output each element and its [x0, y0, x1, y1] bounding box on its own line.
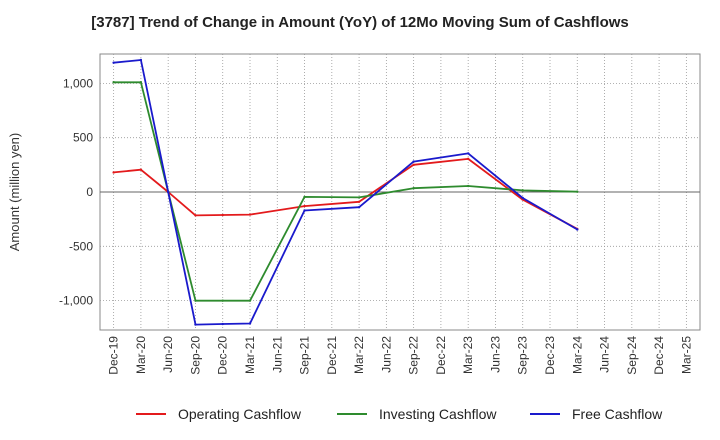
x-tick-labels: Dec-19 Mar-20 Jun-20 Sep-20 Dec-20 Mar-21 Jun-… [107, 336, 694, 375]
x-tick-label: Dec-19 [107, 336, 121, 375]
legend-label-investing-cashflow: Investing Cashflow [379, 406, 497, 422]
data-point-investing-cashflow [194, 299, 197, 302]
data-point-operating-cashflow [139, 168, 143, 171]
y-tick-labels: 1,000 500 0 -500 -1,000 [59, 76, 93, 307]
data-point-free-cashflow [112, 61, 115, 64]
data-point-investing-cashflow [248, 299, 252, 302]
x-tick-label: Sep-23 [516, 336, 530, 375]
x-tick-label: Jun-23 [488, 336, 502, 373]
x-tick-label: Sep-22 [407, 336, 421, 375]
data-point-free-cashflow [166, 190, 170, 194]
x-tick-label: Mar-21 [243, 336, 257, 374]
x-tick-label: Jun-21 [270, 336, 284, 373]
data-point-free-cashflow [248, 322, 252, 325]
data-point-free-cashflow [576, 228, 579, 231]
legend: Operating Cashflow Investing Cashflow Free… [136, 406, 663, 422]
chart-title: [3787] Trend of Change in Amount (YoY) o… [91, 14, 629, 31]
data-point-operating-cashflow [221, 213, 224, 217]
y-tick-label: -500 [69, 239, 93, 253]
data-point-free-cashflow [303, 209, 306, 212]
data-point-investing-cashflow [139, 81, 143, 84]
y-tick-label: 500 [73, 131, 93, 145]
x-tick-label: Sep-20 [188, 336, 202, 375]
data-point-operating-cashflow [466, 157, 470, 161]
legend-label-operating-cashflow: Operating Cashflow [178, 406, 302, 422]
x-tick-label: Dec-22 [434, 336, 448, 375]
data-point-investing-cashflow [521, 189, 524, 192]
data-point-investing-cashflow [112, 81, 115, 84]
data-point-free-cashflow [412, 160, 415, 163]
data-point-free-cashflow [194, 323, 197, 326]
series-lines [112, 58, 579, 326]
data-point-operating-cashflow [357, 200, 361, 203]
data-point-operating-cashflow [303, 204, 306, 208]
data-point-operating-cashflow [112, 171, 115, 174]
x-tick-label: Mar-24 [570, 336, 584, 374]
x-tick-label: Sep-24 [625, 336, 639, 375]
series-line-operating-cashflow [113, 157, 578, 230]
x-tick-label: Mar-25 [679, 336, 693, 374]
data-point-investing-cashflow [412, 186, 415, 190]
x-tick-label: Mar-23 [461, 336, 475, 374]
data-point-free-cashflow [357, 206, 361, 209]
data-point-investing-cashflow [357, 196, 361, 199]
data-point-investing-cashflow [576, 190, 579, 193]
x-tick-label: Dec-20 [216, 336, 230, 375]
data-point-investing-cashflow [221, 299, 224, 302]
legend-label-free-cashflow: Free Cashflow [572, 406, 663, 422]
x-tick-label: Jun-24 [598, 336, 612, 373]
data-point-investing-cashflow [466, 184, 470, 188]
x-tick-label: Dec-23 [543, 336, 557, 375]
y-tick-label: 1,000 [63, 76, 93, 90]
x-tick-label: Sep-21 [298, 336, 312, 375]
x-tick-label: Jun-20 [161, 336, 175, 373]
x-tick-label: Dec-21 [325, 336, 339, 375]
data-point-free-cashflow [221, 322, 224, 326]
data-point-free-cashflow [521, 196, 524, 200]
y-tick-label: -1,000 [59, 294, 93, 308]
x-tick-label: Mar-22 [352, 336, 366, 374]
data-point-free-cashflow [466, 152, 470, 155]
data-point-operating-cashflow [412, 163, 415, 167]
data-point-operating-cashflow [248, 213, 252, 216]
series-line-free-cashflow [113, 59, 578, 326]
data-point-investing-cashflow [303, 195, 306, 199]
x-tick-label: Mar-20 [134, 336, 148, 374]
x-tick-label: Dec-24 [652, 336, 666, 375]
y-tick-label: 0 [86, 185, 93, 199]
data-point-operating-cashflow [194, 214, 197, 217]
data-point-free-cashflow [139, 58, 143, 62]
x-tick-label: Jun-22 [379, 336, 393, 373]
y-axis-title: Amount (million yen) [7, 133, 22, 252]
